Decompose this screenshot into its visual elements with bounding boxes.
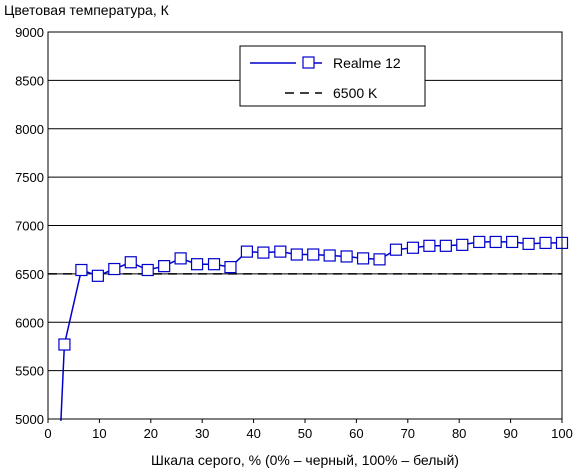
- y-tick-label: 6500: [15, 267, 44, 282]
- data-point-marker: [274, 245, 287, 258]
- data-point-marker: [75, 263, 88, 277]
- data-point-marker: [423, 239, 436, 252]
- plot-area-border: [47, 31, 563, 420]
- data-point-marker: [373, 253, 386, 266]
- data-point-marker: [406, 241, 420, 254]
- data-point-marker: [58, 338, 71, 351]
- x-tick-label: 40: [246, 426, 260, 441]
- data-point-marker: [108, 262, 121, 276]
- data-point-marker: [506, 235, 519, 249]
- data-point-marker: [473, 235, 486, 249]
- y-tick-label: 8000: [15, 122, 44, 137]
- data-point-marker: [224, 261, 237, 274]
- x-tick-label: 80: [452, 426, 466, 441]
- data-point-marker: [456, 238, 469, 251]
- data-point-marker: [539, 236, 552, 250]
- data-point-marker: [257, 246, 270, 259]
- x-tick-label: 50: [298, 426, 312, 441]
- y-tick-label: 7000: [15, 219, 44, 234]
- data-point-marker: [141, 263, 154, 277]
- y-axis-title: Цветовая температура, К: [4, 2, 170, 18]
- legend-marker-realme: [302, 56, 315, 69]
- y-tick-label: 5500: [15, 364, 44, 379]
- data-point-marker: [522, 237, 535, 250]
- data-series: [48, 235, 569, 421]
- data-point-marker: [158, 260, 171, 273]
- data-point-marker: [190, 258, 204, 271]
- x-tick-label: 10: [92, 426, 106, 441]
- data-point-marker: [207, 258, 221, 271]
- data-point-marker: [356, 252, 370, 265]
- series-line-realme-12: [60, 241, 562, 421]
- x-tick-label: 30: [195, 426, 209, 441]
- y-tick-label: 7500: [15, 170, 44, 185]
- data-point-marker: [489, 235, 502, 249]
- x-tick-label: 20: [144, 426, 158, 441]
- x-tick-label: 100: [551, 426, 573, 441]
- data-point-marker: [174, 252, 187, 265]
- legend-label-realme: Realme 12: [333, 55, 401, 71]
- legend-box: [239, 45, 426, 107]
- y-tick-label: 8500: [15, 73, 44, 88]
- data-point-marker: [307, 248, 320, 261]
- data-point-marker: [439, 239, 452, 252]
- data-point-marker: [91, 269, 104, 282]
- y-tick-label: 9000: [15, 25, 44, 40]
- data-point-marker: [389, 243, 403, 256]
- x-tick-label: 60: [349, 426, 363, 441]
- data-point-marker: [240, 245, 254, 258]
- data-point-marker: [290, 248, 303, 261]
- data-point-marker: [323, 249, 336, 262]
- x-axis-title: Шкала серого, % (0% – черный, 100% – бел…: [151, 452, 459, 468]
- y-tick-label: 5000: [15, 412, 44, 427]
- legend: Realme 12 6500 K: [239, 45, 426, 107]
- y-tick-labels: 5000 5500 6000 6500 7000 7500 8000 8500 9000: [15, 25, 44, 427]
- data-point-marker: [340, 250, 353, 263]
- data-point-marker: [124, 256, 137, 269]
- y-tick-label: 6000: [15, 315, 44, 330]
- x-tick-label: 90: [503, 426, 517, 441]
- legend-label-6500: 6500 K: [333, 85, 378, 101]
- x-tick-labels: 0 10 20 30 40 50 60 70 80 90 100: [44, 419, 573, 441]
- x-tick-label: 70: [401, 426, 415, 441]
- x-tick-label: 0: [44, 426, 51, 441]
